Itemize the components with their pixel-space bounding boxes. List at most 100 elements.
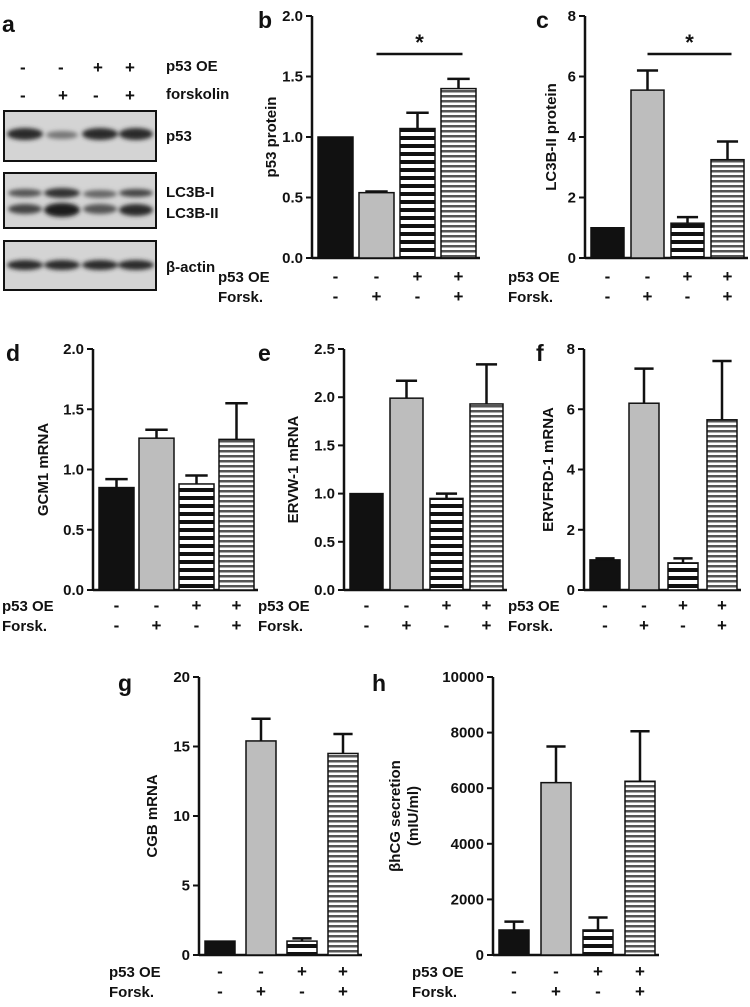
condition-symbol-e-1-4: + [482, 596, 492, 615]
condition-symbol-d-2-1: - [114, 616, 120, 635]
condition-symbol-b-1-2: - [374, 267, 380, 286]
y-tick-label-h: 6000 [451, 780, 484, 797]
condition-label-f-1: p53 OE [508, 598, 560, 615]
condition-symbol-c-1-1: - [605, 267, 611, 286]
condition-label-h-1: p53 OE [412, 964, 464, 981]
y-tick-label-b: 1.0 [282, 129, 303, 146]
bar-d-1 [98, 486, 135, 591]
bar-f-2 [628, 402, 660, 591]
bar-f-3 [667, 562, 699, 591]
blot-row2-lane4: + [125, 86, 135, 105]
bar-b-1 [317, 136, 354, 259]
panel-letter-c: c [536, 7, 549, 33]
condition-symbol-g-1-3: + [297, 962, 307, 981]
y-tick-label-f: 6 [567, 401, 575, 418]
bar-b-3 [399, 127, 436, 259]
blot-lc3b [3, 172, 157, 229]
bar-g-2 [245, 740, 277, 956]
blot-p53 [3, 110, 157, 162]
band-label-beta-actin: β-actin [166, 259, 215, 276]
y-axis-label-h: βhCG secretion [387, 760, 404, 872]
condition-symbol-f-1-2: - [641, 596, 647, 615]
condition-symbol-c-2-3: - [685, 287, 691, 306]
bar-f-4 [706, 419, 738, 591]
condition-label-g-2: Forsk. [109, 984, 154, 1001]
bar-d-3 [178, 483, 215, 591]
bar-d-2 [138, 437, 175, 591]
bar-g-4 [327, 752, 359, 956]
bar-g-3 [286, 940, 318, 956]
condition-label-e-1: p53 OE [258, 598, 310, 615]
y-tick-label-e: 2.0 [314, 389, 335, 406]
significance-star-b: * [415, 30, 424, 55]
y-tick-label-c: 0 [568, 250, 576, 267]
condition-symbol-h-1-2: - [553, 962, 559, 981]
condition-symbol-c-1-4: + [723, 267, 733, 286]
condition-symbol-f-2-2: + [639, 616, 649, 635]
condition-symbol-c-1-3: + [683, 267, 693, 286]
condition-label-b-2: Forsk. [218, 289, 263, 306]
bar-f-1 [589, 559, 621, 591]
condition-label-c-1: p53 OE [508, 269, 560, 286]
blot-beta-actin [3, 240, 157, 291]
y-tick-label-d: 1.5 [63, 401, 84, 418]
y-axis-label-e: ERVW-1 mRNA [285, 415, 302, 523]
condition-symbol-f-1-1: - [602, 596, 608, 615]
y-tick-label-h: 4000 [451, 836, 484, 853]
y-tick-label-e: 0.5 [314, 534, 335, 551]
y-tick-label-c: 8 [568, 8, 576, 25]
y-tick-label-b: 0.5 [282, 190, 303, 207]
condition-symbol-g-2-3: - [299, 982, 305, 1001]
condition-symbol-c-1-2: - [645, 267, 651, 286]
y-tick-label-e: 1.5 [314, 437, 335, 454]
y-tick-label-g: 20 [173, 669, 190, 686]
significance-star-c: * [685, 30, 694, 55]
bar-h-2 [540, 781, 572, 956]
condition-symbol-g-2-1: - [217, 982, 223, 1001]
condition-label-e-2: Forsk. [258, 618, 303, 635]
y-axis-unit-h: (mIU/ml) [405, 786, 422, 846]
bar-e-4 [469, 403, 504, 591]
condition-symbol-d-2-2: + [152, 616, 162, 635]
y-tick-label-d: 2.0 [63, 341, 84, 358]
condition-symbol-h-2-1: - [511, 982, 517, 1001]
bar-b-2 [358, 191, 395, 259]
y-axis-label-g: CGB mRNA [144, 774, 161, 858]
blot-row2-lane2: + [58, 86, 68, 105]
y-tick-label-f: 0 [567, 582, 575, 599]
condition-symbol-e-2-4: + [482, 616, 492, 635]
y-tick-label-h: 0 [476, 947, 484, 964]
bar-c-3 [670, 222, 705, 259]
condition-symbol-d-1-4: + [232, 596, 242, 615]
panel-letter-g: g [118, 670, 132, 696]
condition-label-c-2: Forsk. [508, 289, 553, 306]
condition-symbol-g-1-2: - [258, 962, 264, 981]
y-tick-label-c: 6 [568, 69, 576, 86]
y-tick-label-e: 1.0 [314, 486, 335, 503]
y-tick-label-d: 0.5 [63, 522, 84, 539]
condition-symbol-f-2-3: - [680, 616, 686, 635]
condition-symbol-h-2-2: + [551, 982, 561, 1001]
y-tick-label-g: 5 [182, 878, 190, 895]
condition-symbol-f-2-1: - [602, 616, 608, 635]
y-tick-label-d: 0.0 [63, 582, 84, 599]
condition-symbol-b-1-4: + [454, 267, 464, 286]
panel-letter-e: e [258, 340, 271, 366]
condition-symbol-f-1-3: + [678, 596, 688, 615]
blot-row2-label: forskolin [166, 86, 229, 103]
bar-e-1 [349, 492, 384, 591]
condition-symbol-b-2-3: - [415, 287, 421, 306]
condition-symbol-c-2-2: + [643, 287, 653, 306]
condition-symbol-d-1-3: + [192, 596, 202, 615]
panel-letter-a: a [2, 11, 15, 37]
y-tick-label-e: 0.0 [314, 582, 335, 599]
bar-g-1 [204, 940, 236, 956]
y-tick-label-g: 0 [182, 947, 190, 964]
